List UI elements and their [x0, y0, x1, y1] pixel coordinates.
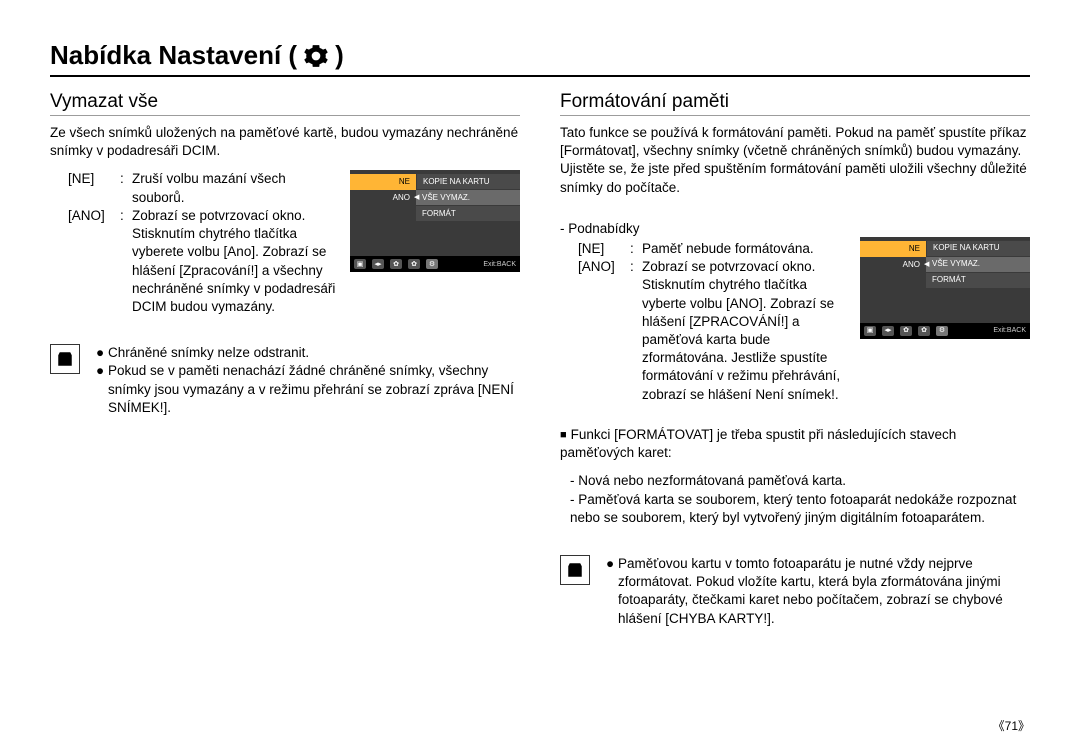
left-column: Vymazat vše Ze všech snímků uložených na… — [50, 91, 520, 628]
lcd-icon: ▣ — [864, 326, 876, 336]
right-column: Formátování paměti Tato funkce se použív… — [560, 91, 1030, 628]
page-number: 《71》 — [993, 717, 1030, 734]
lcd-icon: ⚙ — [426, 259, 438, 269]
chapter-title-suffix: ) — [335, 40, 344, 71]
lcd-icon: ✿ — [390, 259, 402, 269]
chapter-title: Nabídka Nastavení ( 3 ) — [50, 40, 1030, 77]
def-text: Paměť nebude formátována. — [642, 240, 848, 258]
lcd-left-opt: ANO — [860, 257, 926, 273]
delete-definitions: [NE] : Zruší volbu mazání všech souborů.… — [68, 170, 338, 316]
def-text: Zobrazí se potvrzovací okno. Stisknutím … — [132, 207, 338, 316]
note-item: Paměťovou kartu v tomto fotoaparátu je n… — [618, 555, 1030, 628]
lcd-left-opt: NE — [350, 174, 416, 190]
svg-text:3: 3 — [314, 54, 318, 61]
lcd-right-opt: FORMÁT — [926, 273, 1030, 289]
chapter-title-prefix: Nabídka Nastavení ( — [50, 40, 297, 71]
note-block-left: ●Chráněné snímky nelze odstranit. ●Pokud… — [50, 344, 520, 417]
camera-lcd-format: NE KOPIE NA KARTU ANO ◀VŠE VYMAZ. FORMÁT — [860, 237, 1030, 339]
def-label: [ANO] — [68, 207, 120, 316]
format-intro: Tato funkce se používá k formátování pam… — [560, 124, 1030, 197]
gear-icon: 3 — [303, 43, 329, 69]
section-title-delete-all: Vymazat vše — [50, 91, 520, 116]
note-item: Chráněné snímky nelze odstranit. — [108, 344, 309, 362]
def-label: [NE] — [578, 240, 630, 258]
note-icon — [560, 555, 590, 585]
lcd-right-opt: KOPIE NA KARTU — [417, 174, 520, 190]
section-title-format: Formátování paměti — [560, 91, 1030, 116]
lcd-bottom-bar: ▣ ◂▸ ✿ ✿ ⚙ Exit:BACK — [350, 256, 520, 272]
lcd-exit-label: Exit:BACK — [483, 261, 516, 268]
lcd-icon: ✿ — [408, 259, 420, 269]
note-item: Pokud se v paměti nenachází žádné chráně… — [108, 362, 520, 417]
lcd-icon: ⚙ — [936, 326, 948, 336]
format-cases-list: - Nová nebo nezformátovaná paměťová kart… — [570, 472, 1030, 527]
lcd-icon: ✿ — [918, 326, 930, 336]
camera-lcd-delete: NE KOPIE NA KARTU ANO ◀VŠE VYMAZ. FORMÁT — [350, 170, 520, 272]
def-text: Zobrazí se potvrzovací okno. Stisknutím … — [642, 258, 848, 404]
lcd-right-opt: KOPIE NA KARTU — [927, 241, 1030, 257]
note-block-right: ●Paměťovou kartu v tomto fotoaparátu je … — [560, 555, 1030, 628]
def-label: [ANO] — [578, 258, 630, 404]
format-case: Nová nebo nezformátovaná paměťová karta. — [578, 473, 846, 488]
lcd-icon: ✿ — [900, 326, 912, 336]
format-definitions: [NE] : Paměť nebude formátována. [ANO] :… — [578, 240, 848, 404]
delete-intro: Ze všech snímků uložených na paměťové ka… — [50, 124, 520, 160]
lcd-left-opt: ANO — [350, 190, 416, 206]
def-row: [NE] : Zruší volbu mazání všech souborů. — [68, 170, 338, 206]
lcd-right-opt: FORMÁT — [416, 206, 520, 222]
lcd-left-opt: NE — [860, 241, 926, 257]
format-case: Paměťová karta se souborem, který tento … — [570, 492, 1016, 525]
note-icon — [50, 344, 80, 374]
def-text: Zruší volbu mazání všech souborů. — [132, 170, 338, 206]
lcd-icon: ▣ — [354, 259, 366, 269]
submenus-heading: - Podnabídky — [560, 221, 848, 236]
def-row: [ANO] : Zobrazí se potvrzovací okno. Sti… — [578, 258, 848, 404]
format-cases-lead: ■Funkci [FORMÁTOVAT] je třeba spustit př… — [560, 426, 1030, 462]
def-label: [NE] — [68, 170, 120, 206]
lcd-bottom-bar: ▣ ◂▸ ✿ ✿ ⚙ Exit:BACK — [860, 323, 1030, 339]
lcd-icon: ◂▸ — [372, 259, 384, 269]
def-row: [ANO] : Zobrazí se potvrzovací okno. Sti… — [68, 207, 338, 316]
lcd-right-opt: ◀VŠE VYMAZ. — [926, 257, 1030, 273]
lcd-icon: ◂▸ — [882, 326, 894, 336]
lcd-right-opt: ◀VŠE VYMAZ. — [416, 190, 520, 206]
def-row: [NE] : Paměť nebude formátována. — [578, 240, 848, 258]
lcd-exit-label: Exit:BACK — [993, 327, 1026, 334]
